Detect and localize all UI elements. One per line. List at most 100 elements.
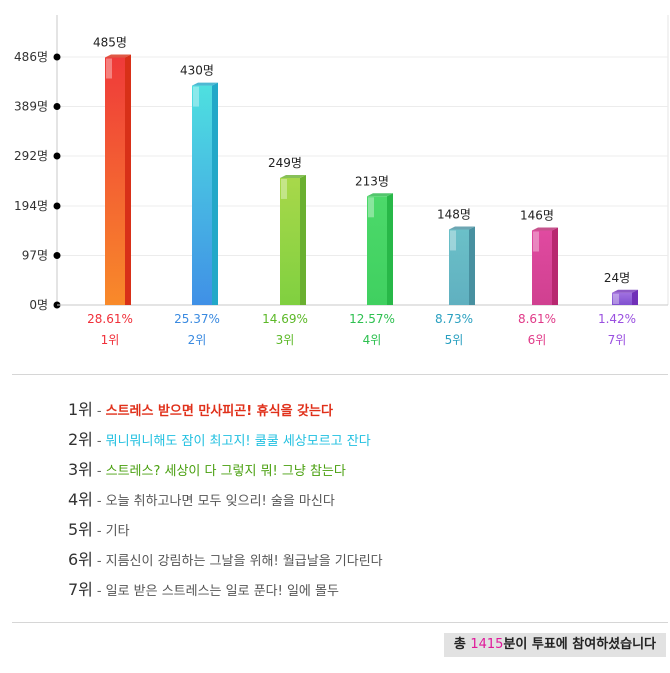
- legend-text: 기타: [105, 524, 130, 539]
- y-tick-label: 97명: [22, 249, 48, 263]
- y-tick-label: 486명: [14, 50, 48, 64]
- legend-dash: -: [96, 524, 102, 539]
- bar: [280, 174, 306, 305]
- legend-text: 오늘 취하고나면 모두 잊으리! 술을 마신다: [105, 494, 335, 509]
- y-tick-label: 0명: [29, 298, 48, 312]
- bar-side: [212, 82, 218, 305]
- legend-item: 6위 - 지름신이 강림하는 그날을 위해! 월급날을 기다린다: [68, 548, 383, 578]
- legend-text: 지름신이 강림하는 그날을 위해! 월급날을 기다린다: [105, 554, 383, 569]
- bar-shine: [450, 230, 456, 251]
- legend-dash: -: [96, 464, 102, 479]
- legend-item: 1위 - 스트레스 받으면 만사피곤! 휴식을 갖는다: [68, 398, 383, 428]
- legend-rank: 3위: [68, 460, 93, 479]
- divider: [12, 622, 668, 623]
- percent-label: 14.69%: [262, 312, 308, 326]
- bar: [192, 82, 218, 305]
- bar-front: [367, 196, 387, 305]
- y-tick-dot: [53, 53, 61, 61]
- total-suffix: 분이 투표에 참여하셨습니다: [503, 637, 656, 652]
- bar-front: [612, 292, 632, 305]
- value-label: 249명: [268, 156, 302, 170]
- percent-label: 8.73%: [435, 312, 473, 326]
- bar-top: [192, 82, 218, 86]
- category-label: 5위: [445, 333, 464, 347]
- category-label: 4위: [363, 333, 382, 347]
- y-tick-label: 292명: [14, 149, 48, 163]
- percent-label: 8.61%: [518, 312, 556, 326]
- legend-dash: -: [96, 404, 102, 419]
- bar-top: [105, 54, 131, 58]
- bar-side: [469, 226, 475, 305]
- bar: [449, 226, 475, 305]
- value-label: 146명: [520, 208, 554, 222]
- legend-rank: 2위: [68, 430, 93, 449]
- y-tick-label: 389명: [14, 99, 48, 113]
- percent-label: 12.57%: [349, 312, 395, 326]
- bar-top: [367, 193, 393, 197]
- y-tick-label: 194명: [14, 199, 48, 213]
- bar-shine: [368, 197, 374, 218]
- percent-label: 28.61%: [87, 312, 133, 326]
- bar-front: [192, 85, 212, 305]
- legend-item: 7위 - 일로 받은 스트레스는 일로 푼다! 일에 몰두: [68, 578, 383, 608]
- category-label: 3위: [276, 333, 295, 347]
- bar-shine: [193, 86, 199, 107]
- category-label: 1위: [101, 333, 120, 347]
- legend-item: 3위 - 스트레스? 세상이 다 그렇지 뭐! 그냥 참는다: [68, 458, 383, 488]
- bar-front: [532, 230, 552, 305]
- bar-side: [632, 289, 638, 305]
- legend-item: 5위 - 기타: [68, 518, 383, 548]
- bar-front: [449, 229, 469, 305]
- bar-side: [552, 227, 558, 305]
- bar: [105, 54, 131, 306]
- value-label: 213명: [355, 174, 389, 188]
- category-label: 6위: [528, 333, 547, 347]
- bar-front: [280, 177, 300, 305]
- legend-dash: -: [96, 584, 102, 599]
- bar-shine: [106, 58, 112, 79]
- bar-side: [125, 54, 131, 306]
- bar-shine: [533, 231, 539, 252]
- legend-text: 일로 받은 스트레스는 일로 푼다! 일에 몰두: [105, 584, 339, 599]
- legend-dash: -: [96, 554, 102, 569]
- legend-rank: 6위: [68, 550, 93, 569]
- legend-text: 뭐니뭐니해도 잠이 최고지! 쿨쿨 세상모르고 잔다: [105, 434, 371, 449]
- legend-list: 1위 - 스트레스 받으면 만사피곤! 휴식을 갖는다 2위 - 뭐니뭐니해도 잠이 최고…: [68, 398, 383, 608]
- legend-item: 4위 - 오늘 취하고나면 모두 잊으리! 술을 마신다: [68, 488, 383, 518]
- total-prefix: 총: [453, 637, 471, 652]
- value-label: 148명: [437, 207, 471, 221]
- bar-top: [449, 226, 475, 230]
- total-count: 1415: [470, 637, 504, 652]
- value-label: 24명: [604, 271, 630, 285]
- total-votes: 총 1415분이 투표에 참여하셨습니다: [443, 633, 666, 657]
- legend-rank: 4위: [68, 490, 93, 509]
- bar-top: [532, 227, 558, 231]
- value-label: 430명: [180, 64, 214, 78]
- legend-rank: 5위: [68, 520, 93, 539]
- percent-label: 1.42%: [598, 312, 636, 326]
- value-label: 485명: [93, 36, 127, 50]
- bar: [532, 227, 558, 305]
- legend-item: 2위 - 뭐니뭐니해도 잠이 최고지! 쿨쿨 세상모르고 잔다: [68, 428, 383, 458]
- legend-text: 스트레스 받으면 만사피곤! 휴식을 갖는다: [105, 404, 333, 419]
- divider: [12, 374, 668, 375]
- bar-shine: [281, 178, 287, 199]
- bar: [367, 193, 393, 305]
- category-label: 2위: [188, 333, 207, 347]
- bar-chart: 0명 97명 194명 292명 389명 486명 485명 28.61% 1위 430명 25.…: [14, 15, 669, 347]
- bar-shine: [613, 293, 619, 304]
- bar-top: [280, 174, 306, 178]
- category-label: 7위: [608, 333, 627, 347]
- legend-dash: -: [96, 494, 102, 509]
- y-tick-dot: [53, 152, 61, 160]
- legend-rank: 7위: [68, 580, 93, 599]
- bar: [612, 289, 638, 305]
- bar-front: [105, 57, 125, 306]
- legend-text: 스트레스? 세상이 다 그렇지 뭐! 그냥 참는다: [105, 464, 346, 479]
- y-tick-dot: [53, 102, 61, 110]
- y-tick-dot: [53, 252, 61, 260]
- legend-dash: -: [96, 434, 102, 449]
- legend-rank: 1위: [68, 400, 93, 419]
- y-tick-dot: [53, 202, 61, 210]
